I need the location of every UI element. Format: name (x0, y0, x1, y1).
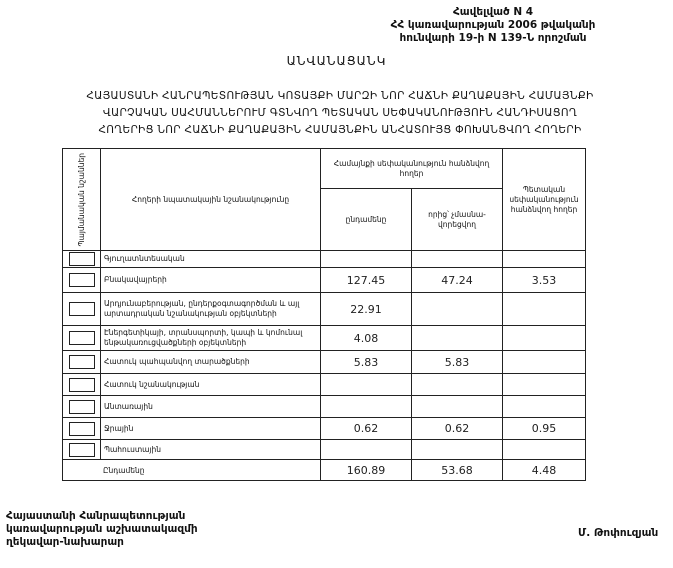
land-table: Պայմանական նշաններ Հողերի նպատակային նշա… (62, 148, 586, 481)
land-purpose: Հատուկ պահպանվող տարածքների (100, 350, 321, 374)
community-total: 4.08 (320, 325, 412, 351)
state-land (502, 395, 586, 418)
land-symbol-box (68, 421, 95, 436)
land-symbol-box (68, 442, 95, 457)
state-land (502, 439, 586, 460)
signatory-title: Հայաստանի Հանրապետության կառավարության ա… (6, 510, 198, 549)
land-purpose: Պահուստային (100, 439, 321, 460)
footer-line: ղեկավար-նախարար (6, 536, 124, 548)
totals-total: 160.89 (320, 459, 412, 481)
symbol-cell (62, 267, 101, 293)
land-symbol-box (68, 302, 95, 316)
header-community: Համայնքի սեփականություն հանձնվող հողեր (320, 148, 503, 189)
table-row: Բնակավայրերի 127.45 47.24 3.53 (62, 267, 586, 293)
community-of-which (411, 292, 503, 326)
table-row: Գյուղատնտեսական (62, 250, 586, 268)
land-symbol-box (68, 377, 95, 392)
state-land (502, 325, 586, 351)
appendix-header: Հավելված N 4 ՀՀ կառավարության 2006 թվակա… (373, 6, 613, 45)
community-total: 22.91 (320, 292, 412, 326)
land-symbol-box (68, 331, 95, 345)
symbol-cell (62, 417, 101, 440)
table-row: Էներգետիկայի, տրանսպորտի, կապի և կոմունա… (62, 325, 586, 351)
community-of-which (411, 250, 503, 268)
signature-name: Մ. Թոփուզյան (578, 527, 659, 539)
state-land (502, 250, 586, 268)
totals-of-which: 53.68 (411, 459, 503, 481)
land-symbol-box (68, 399, 95, 414)
header-symbols: Պայմանական նշաններ (62, 148, 101, 251)
community-total (320, 395, 412, 418)
symbol-cell (62, 395, 101, 418)
symbol-cell (62, 325, 101, 351)
community-of-which (411, 395, 503, 418)
land-purpose: Բնակավայրերի (100, 267, 321, 293)
land-symbol-box (68, 273, 95, 287)
community-total: 5.83 (320, 350, 412, 374)
totals-label: Ընդամենը (62, 459, 321, 481)
symbol-cell (62, 373, 101, 396)
footer-line: կառավարության աշխատակազմի (6, 523, 198, 535)
subtitle-line: ՎԱՐՉԱԿԱՆ ՍԱՀՄԱՆՆԵՐՈՒՄ ԳՏՆՎՈՂ ՊԵՏԱԿԱՆ ՍԵՓ… (102, 107, 578, 119)
community-of-which: 5.83 (411, 350, 503, 374)
state-land: 3.53 (502, 267, 586, 293)
community-total (320, 250, 412, 268)
community-of-which: 47.24 (411, 267, 503, 293)
land-purpose: Անտառային (100, 395, 321, 418)
footer-line: Հայաստանի Հանրապետության (6, 510, 186, 522)
header-of-which: որից՝ չմասնա-վորեցվող (411, 188, 503, 251)
land-purpose: Էներգետիկայի, տրանսպորտի, կապի և կոմունա… (100, 325, 321, 351)
land-purpose: Ջրային (100, 417, 321, 440)
symbol-cell (62, 439, 101, 460)
land-purpose: Գյուղատնտեսական (100, 250, 321, 268)
state-land (502, 292, 586, 326)
header-total: ընդամենը (320, 188, 412, 251)
totals-row: Ընդամենը 160.89 53.68 4.48 (62, 459, 586, 481)
table-row: Հատուկ նշանակության (62, 373, 586, 396)
land-symbol-box (68, 355, 95, 369)
header-purpose: Հողերի նպատակային նշանակությունը (100, 148, 321, 251)
land-purpose: Արդյունաբերության, ընդերքօգտագործման և ա… (100, 292, 321, 326)
totals-state: 4.48 (502, 459, 586, 481)
community-of-which (411, 373, 503, 396)
header-state: Պետական սեփականություն հանձնվող հողեր (502, 148, 586, 251)
header-line: Հավելված N 4 (452, 6, 534, 18)
table-row: Պահուստային (62, 439, 586, 460)
subtitle-line: ՀՈՂԵՐԻՑ ՆՈՐ ՀԱՃՆԻ ՔԱՂԱՔԱՅԻՆ ՀԱՄԱՅՆՔԻՆ ԱՆ… (98, 124, 582, 136)
community-total (320, 439, 412, 460)
header-symbols-text: Պայմանական նշաններ (76, 152, 86, 247)
community-total: 0.62 (320, 417, 412, 440)
state-land: 0.95 (502, 417, 586, 440)
community-of-which (411, 439, 503, 460)
symbol-cell (62, 250, 101, 268)
community-total: 127.45 (320, 267, 412, 293)
header-line: հունվարի 19-ի N 139-Ն որոշման (399, 32, 587, 44)
symbol-cell (62, 350, 101, 374)
community-of-which: 0.62 (411, 417, 503, 440)
table-row: Արդյունաբերության, ընդերքօգտագործման և ա… (62, 292, 586, 326)
table-row: Անտառային (62, 395, 586, 418)
header-line: ՀՀ կառավարության 2006 թվականի (390, 19, 596, 31)
table-row: Հատուկ պահպանվող տարածքների 5.83 5.83 (62, 350, 586, 374)
land-symbol-box (68, 252, 95, 266)
document-title: ԱՆՎԱՆԱՑԱՆԿ (286, 54, 387, 68)
document-subtitle: ՀԱՅԱՍՏԱՆԻ ՀԱՆՐԱՊԵՏՈՒԹՅԱՆ ԿՈՏԱՅՔԻ ՄԱՐԶԻ Ն… (40, 88, 640, 139)
table-row: Ջրային 0.62 0.62 0.95 (62, 417, 586, 440)
subtitle-line: ՀԱՅԱՍՏԱՆԻ ՀԱՆՐԱՊԵՏՈՒԹՅԱՆ ԿՈՏԱՅՔԻ ՄԱՐԶԻ Ն… (86, 90, 594, 102)
symbol-cell (62, 292, 101, 326)
state-land (502, 373, 586, 396)
land-purpose: Հատուկ նշանակության (100, 373, 321, 396)
community-total (320, 373, 412, 396)
community-of-which (411, 325, 503, 351)
state-land (502, 350, 586, 374)
